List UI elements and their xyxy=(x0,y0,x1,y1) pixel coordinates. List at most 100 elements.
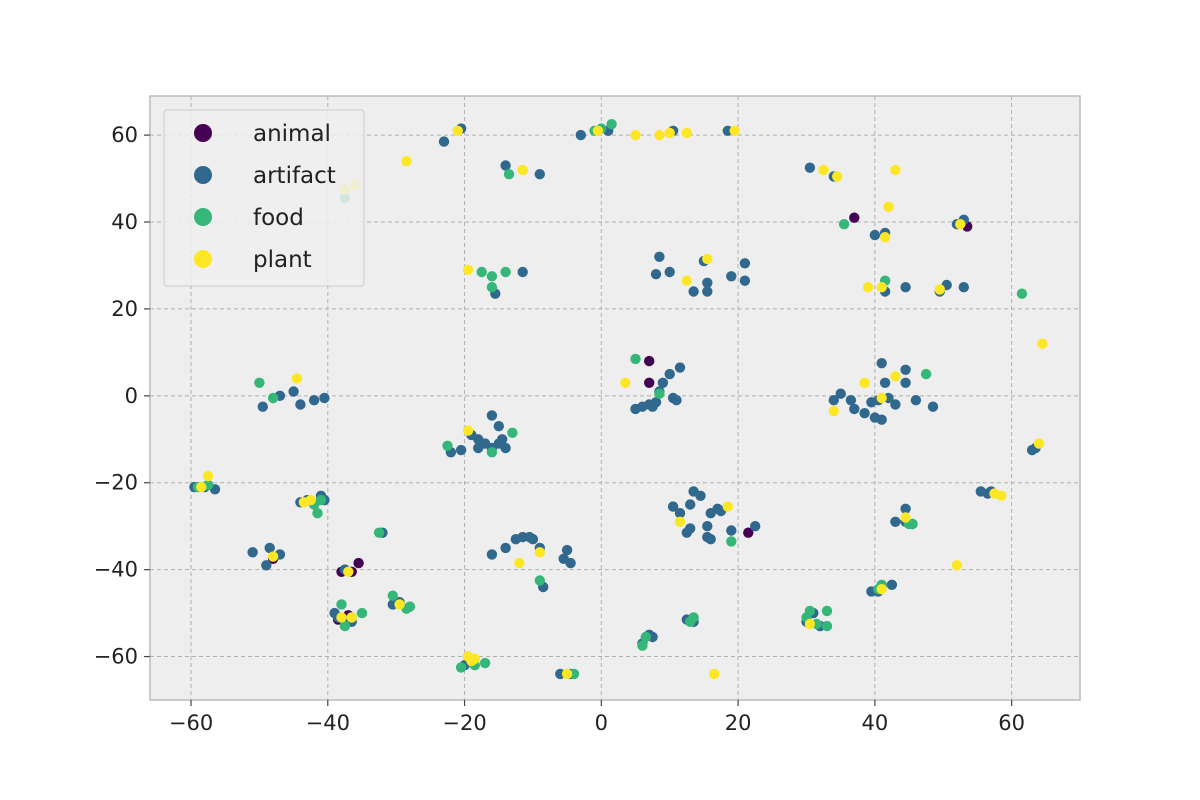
artifact-point xyxy=(247,547,258,558)
y-tick-label: −60 xyxy=(94,645,138,669)
plant-point xyxy=(934,284,945,295)
plant-point xyxy=(859,377,870,388)
artifact-point xyxy=(900,282,911,293)
food-point xyxy=(387,590,398,601)
legend-marker-plant xyxy=(194,250,212,268)
artifact-point xyxy=(804,162,816,173)
food-point xyxy=(726,536,737,547)
data-points xyxy=(189,119,1048,680)
legend-marker-artifact xyxy=(194,166,212,184)
artifact-point xyxy=(561,544,573,556)
y-tick-label: 60 xyxy=(111,123,138,147)
artifact-point xyxy=(671,395,682,406)
food-point xyxy=(315,494,327,506)
food-point xyxy=(688,612,699,623)
food-point xyxy=(534,575,545,586)
artifact-point xyxy=(739,275,751,286)
artifact-point xyxy=(879,377,891,388)
plant-point xyxy=(462,264,474,275)
animal-point xyxy=(644,355,655,367)
artifact-point xyxy=(695,490,706,501)
plant-point xyxy=(291,373,303,384)
artifact-point xyxy=(319,392,330,404)
artifact-point xyxy=(705,534,716,545)
x-tick-label: 0 xyxy=(595,711,608,735)
food-point xyxy=(640,631,651,643)
plant-point xyxy=(702,253,713,265)
artifact-point xyxy=(473,442,484,454)
artifact-point xyxy=(688,286,699,297)
y-tick-label: 20 xyxy=(111,297,138,321)
artifact-point xyxy=(705,508,716,519)
artifact-point xyxy=(726,525,737,536)
food-point xyxy=(486,282,498,293)
artifact-point xyxy=(900,364,911,375)
plant-point xyxy=(196,481,207,493)
artifact-point xyxy=(257,401,268,412)
legend-box xyxy=(163,109,365,287)
plant-point xyxy=(804,618,816,630)
plant-point xyxy=(401,156,412,167)
artifact-point xyxy=(927,401,939,412)
food-point xyxy=(455,662,467,673)
artifact-point xyxy=(500,160,511,171)
artifact-point xyxy=(493,438,504,449)
food-point xyxy=(486,447,498,458)
food-point xyxy=(339,620,351,632)
artifact-point xyxy=(264,542,275,554)
plant-point xyxy=(517,164,528,176)
food-point xyxy=(476,266,487,278)
axis-ticks: −60 −40 −20 0 20 40 60 −60 −40 −20 0 20 40 60 xyxy=(94,123,1025,735)
artifact-point xyxy=(890,399,901,410)
plant-point xyxy=(832,171,843,182)
food-point xyxy=(404,601,416,612)
x-tick-label: 20 xyxy=(725,711,752,735)
artifact-point xyxy=(876,414,887,425)
plant-point xyxy=(674,516,686,527)
artifact-point xyxy=(486,410,498,421)
artifact-point xyxy=(308,395,320,406)
artifact-point xyxy=(849,403,860,415)
artifact-point xyxy=(681,527,692,538)
legend-entries: animal artifact food plant xyxy=(194,121,336,273)
artifact-point xyxy=(295,399,306,410)
artifact-point xyxy=(261,560,272,571)
plant-point xyxy=(818,164,829,176)
artifact-point xyxy=(667,501,679,512)
artifact-point xyxy=(657,377,669,388)
plant-point xyxy=(534,547,545,558)
artifact-point xyxy=(527,534,539,545)
plant-point xyxy=(267,551,279,562)
plant-point xyxy=(1033,438,1045,449)
plant-point xyxy=(862,282,874,293)
animal-point xyxy=(849,212,860,223)
artifact-point xyxy=(910,395,922,406)
plant-point xyxy=(561,668,573,680)
artifact-point xyxy=(702,277,713,288)
y-tick-label: 0 xyxy=(125,384,138,408)
food-point xyxy=(500,266,511,278)
artifact-point xyxy=(859,408,870,419)
food-point xyxy=(838,219,850,230)
x-tick-label: 40 xyxy=(861,711,888,735)
food-point xyxy=(254,377,265,388)
plant-point xyxy=(462,425,474,436)
plant-point xyxy=(469,653,480,664)
artifact-point xyxy=(288,386,299,397)
food-point xyxy=(312,508,323,519)
series-food xyxy=(192,119,1028,680)
legend-label-animal: animal xyxy=(253,121,331,147)
artifact-point xyxy=(886,579,898,590)
artifact-point xyxy=(685,499,696,510)
plant-point xyxy=(1037,338,1048,349)
plant-point xyxy=(729,125,740,136)
y-tick-label: −20 xyxy=(94,471,138,495)
food-point xyxy=(486,271,498,282)
food-point xyxy=(373,527,385,538)
plot-frame xyxy=(149,95,1081,701)
artifact-point xyxy=(890,516,901,527)
plant-point xyxy=(996,490,1007,501)
artifact-point xyxy=(664,368,675,380)
plant-point xyxy=(876,392,887,404)
